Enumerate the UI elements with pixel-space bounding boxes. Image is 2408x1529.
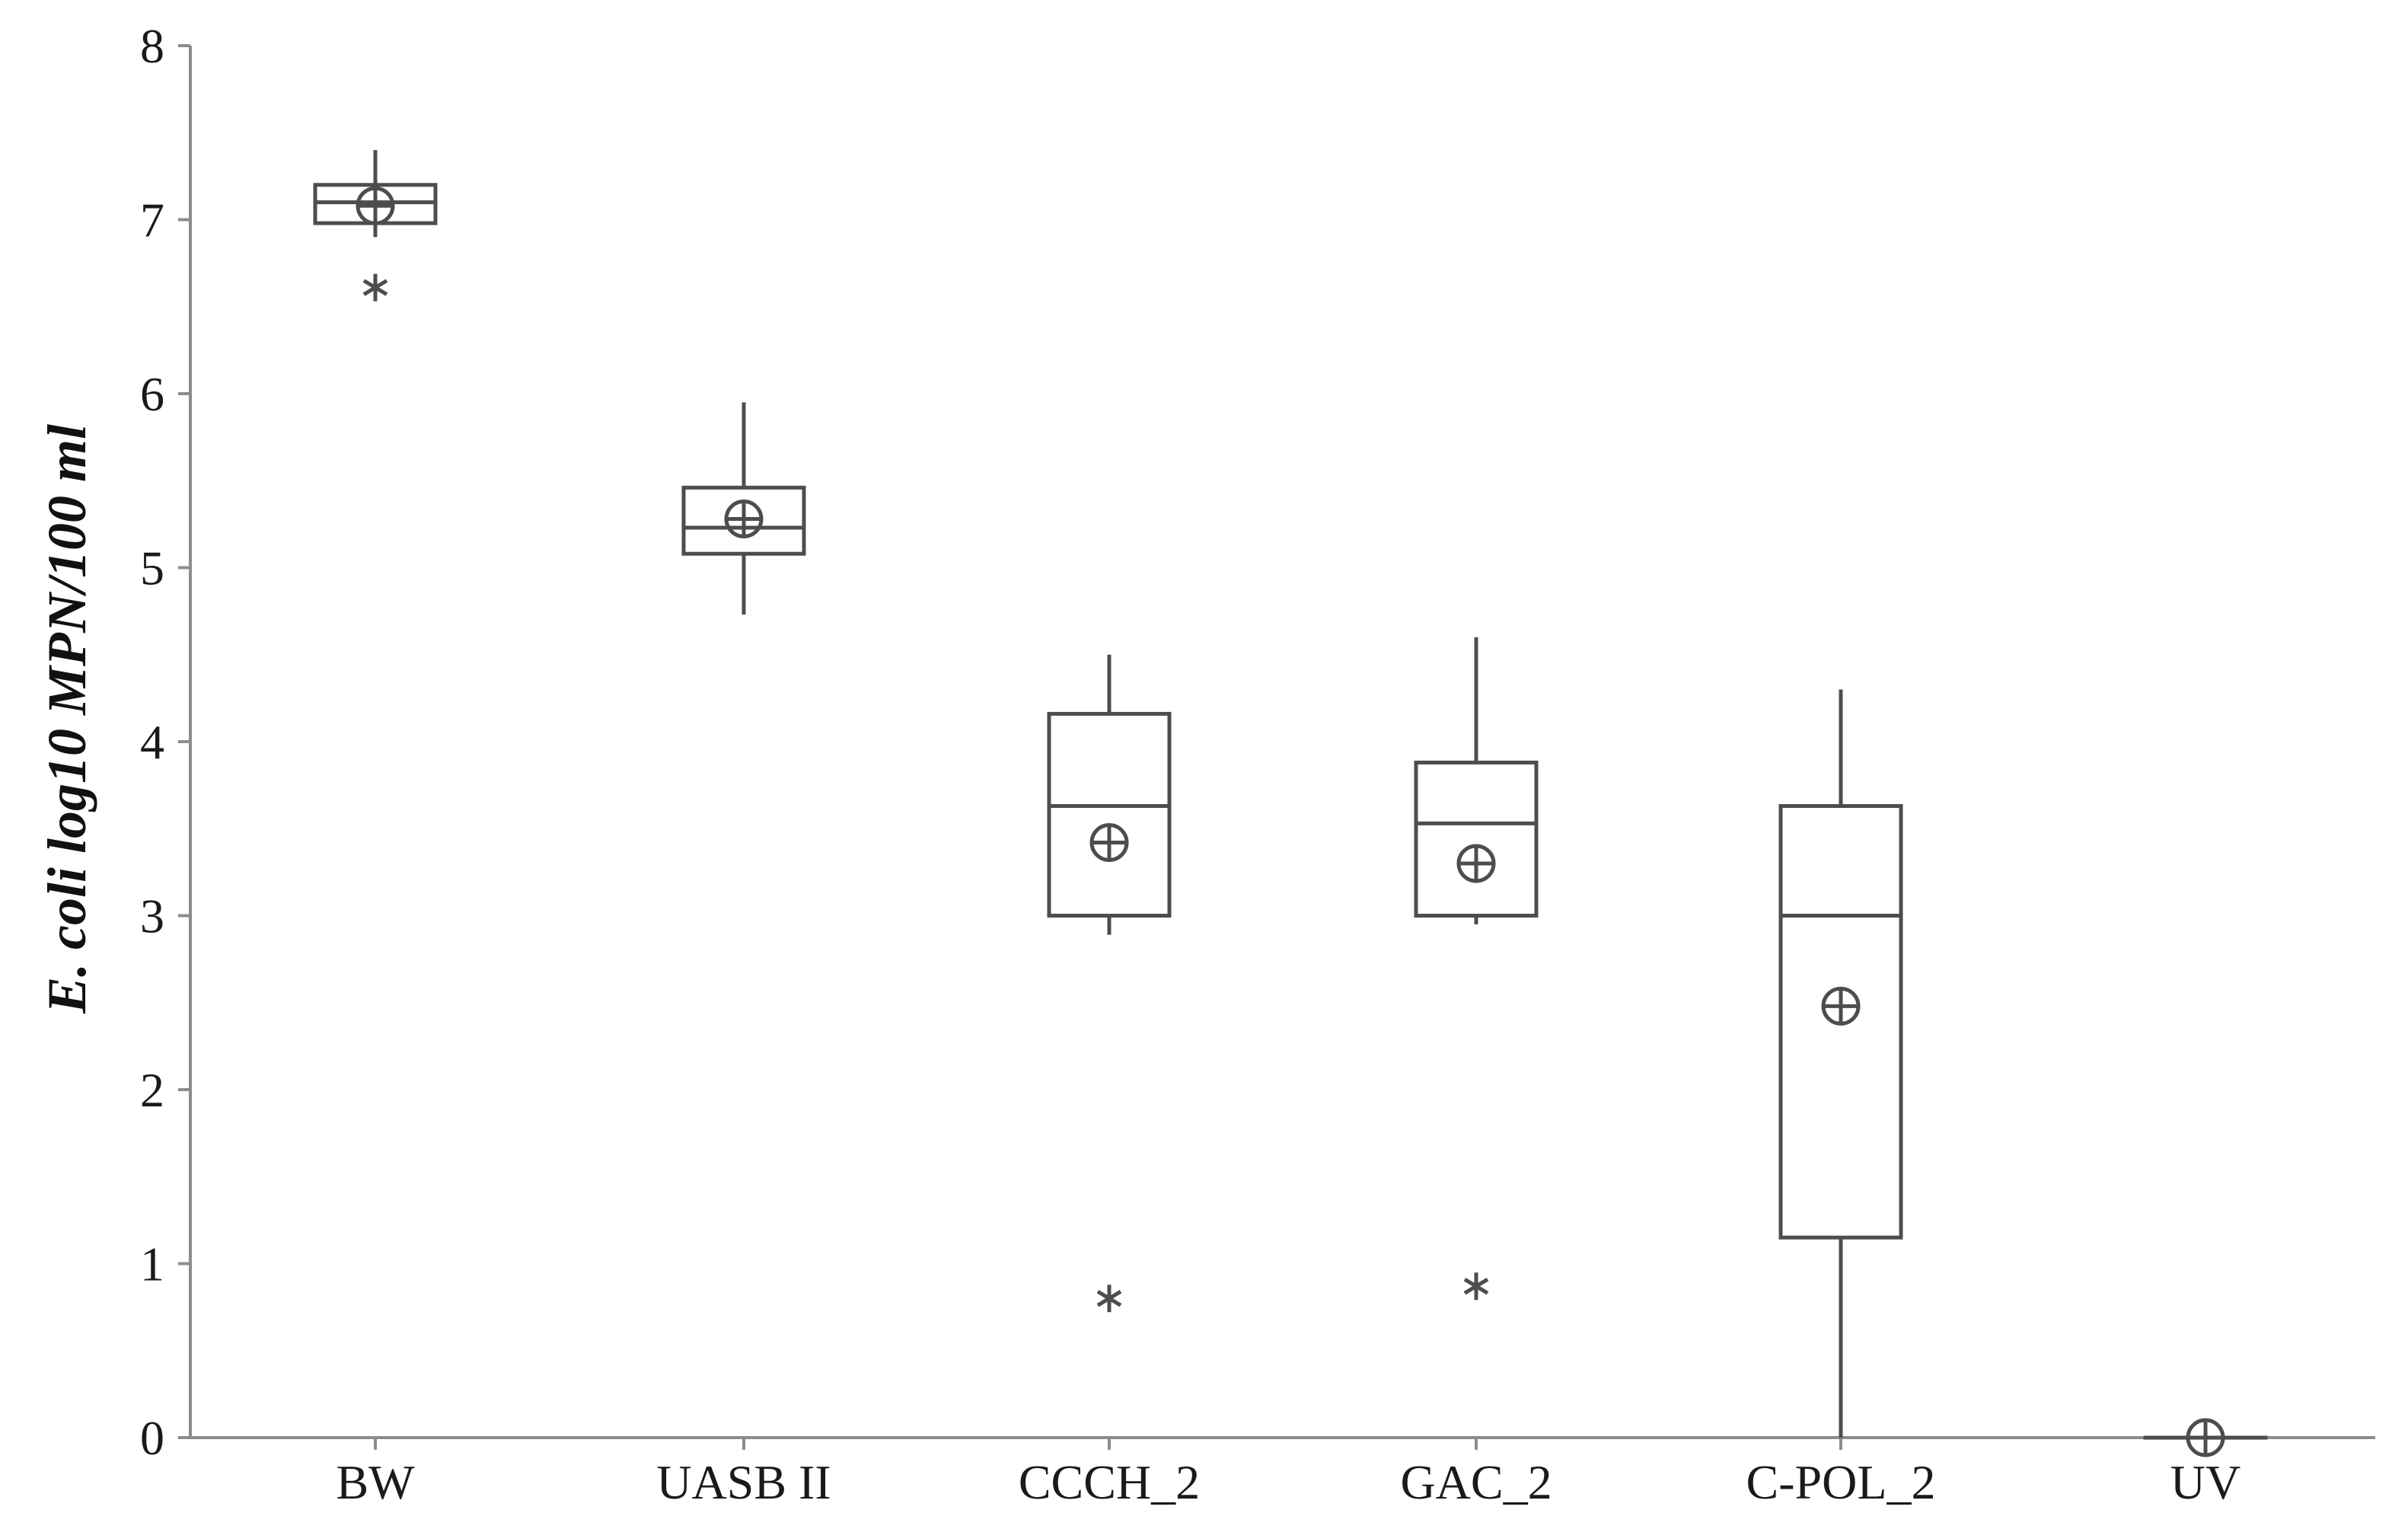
y-tick-label: 4 [140,715,164,769]
y-tick-label: 8 [140,19,164,73]
x-tick-label: BW [336,1455,415,1509]
box-ccch-2 [1047,654,1172,1313]
box-gac-2 [1414,637,1539,1301]
mean-marker [356,186,395,225]
y-axis-title: E. coli log10 MPN/100 ml [37,424,97,1014]
axes [189,46,2375,1439]
x-tick-label: GAC_2 [1400,1455,1552,1509]
box-iqr [1047,711,1172,918]
mean-marker [1821,986,1861,1026]
x-tick-label: C-POL_2 [1746,1455,1936,1509]
y-tick-label: 7 [140,193,164,247]
y-tick-label: 6 [140,367,164,421]
x-tick-label: CCCH_2 [1019,1455,1200,1509]
x-tick-label: UASB II [656,1455,831,1509]
box-iqr [1778,804,1903,1240]
y-tick-label: 3 [140,889,164,943]
box-c-pol-2 [1778,689,1903,1438]
outlier-marker [1096,1285,1122,1313]
x-axis-ticks: BW UASB II CCCH_2 GAC_2 C-POL_2 UV [336,1438,2241,1509]
y-axis-ticks: 0 1 2 3 4 5 6 7 8 [140,19,190,1465]
y-tick-label: 2 [140,1063,164,1117]
box-uasb-ii [681,402,806,615]
box-iqr [1414,760,1539,918]
mean-marker [1089,823,1129,863]
mean-marker [724,500,764,539]
y-tick-label: 0 [140,1411,164,1465]
outlier-marker [362,273,388,302]
y-tick-label: 1 [140,1237,164,1291]
box-uv [2143,1418,2268,1457]
mean-marker [2186,1418,2225,1457]
y-tick-label: 5 [140,541,164,595]
outlier-marker [1463,1272,1489,1301]
mean-marker [1456,844,1496,883]
box-series [313,150,2268,1457]
box-iqr [681,485,806,556]
x-tick-label: UV [2170,1455,2241,1509]
box-bw [313,150,438,302]
